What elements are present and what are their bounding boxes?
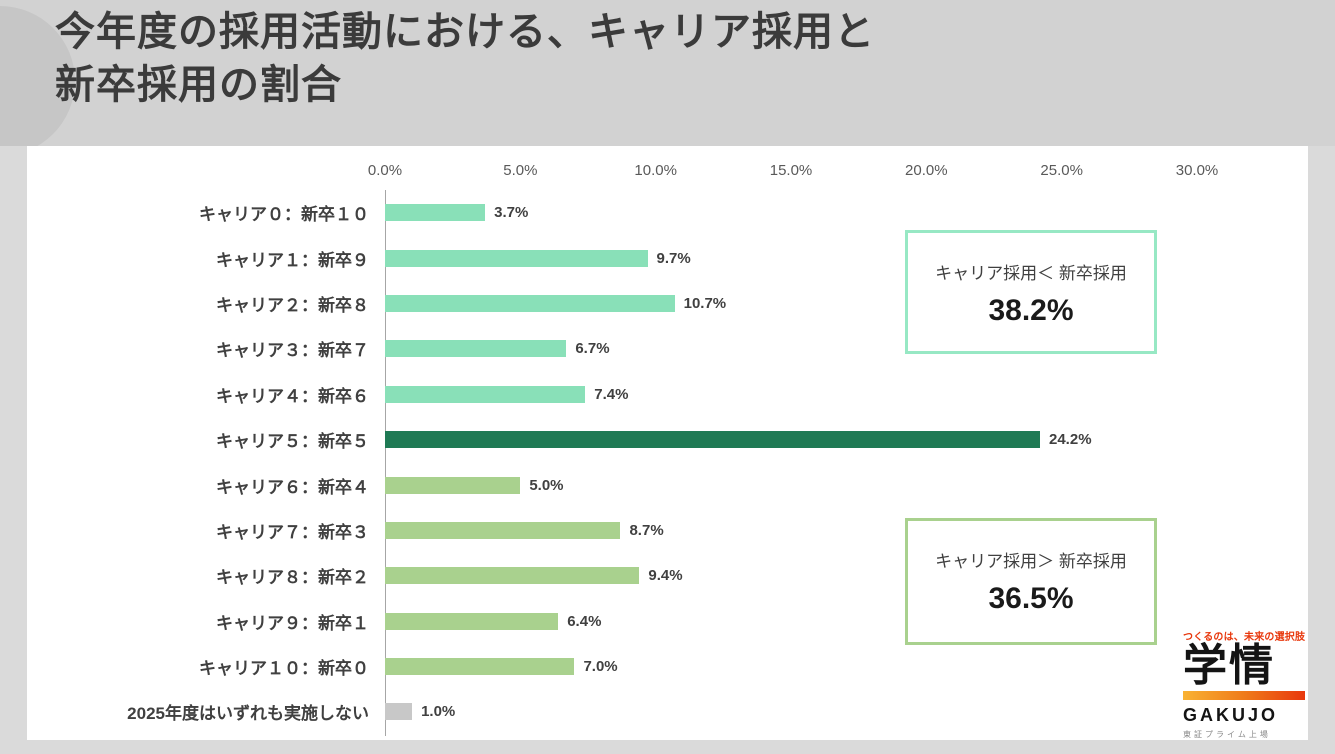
category-label: キャリア７：新卒３ (216, 522, 369, 542)
chart-panel: 0.0% 5.0% 10.0% 15.0% 20.0% 25.0% 30.0% キャリア０：… (27, 146, 1308, 740)
bar-value-label: 6.4% (567, 612, 602, 630)
x-axis: 0.0% 5.0% 10.0% 15.0% 20.0% 25.0% 30.0% (368, 162, 1218, 182)
bar (385, 703, 413, 721)
chart-row: キャリア８：新卒２ 9.4% (27, 553, 1197, 598)
bar-track: 10.7% (385, 281, 1197, 326)
chart-row: キャリア９：新卒１ 6.4% (27, 599, 1197, 644)
bar-track: 9.4% (385, 553, 1197, 598)
bar-track: 7.4% (385, 372, 1197, 417)
bar-track: 5.0% (385, 462, 1197, 507)
chart-row: キャリア１０：新卒０ 7.0% (27, 644, 1197, 689)
bar (385, 294, 675, 312)
bar-value-label: 24.2% (1049, 431, 1092, 449)
bar-rows: キャリア０：新卒１０ 3.7% キャリア１：新卒９ 9.7% キャリア２：新卒８ 10.7… (27, 190, 1197, 735)
chart-row: キャリア３：新卒７ 6.7% (27, 326, 1197, 371)
category-label: キャリア１：新卒９ (216, 250, 369, 270)
bar (385, 204, 486, 222)
bar-track: 8.7% (385, 508, 1197, 553)
category-label: キャリア４：新卒６ (216, 386, 369, 406)
bar (385, 612, 559, 630)
bar-value-label: 10.7% (683, 294, 727, 312)
x-axis-tick: 5.0% (503, 162, 538, 179)
bar-value-label: 9.4% (648, 567, 683, 585)
bar-track: 6.4% (385, 599, 1197, 644)
bar-track: 24.2% (385, 417, 1197, 462)
logo-brand-text: 学情 (1183, 640, 1275, 690)
annotation-label: キャリア採用＞ 新卒採用 (935, 552, 1127, 571)
chart-row: キャリア１：新卒９ 9.7% (27, 235, 1197, 280)
bar-value-label: 7.4% (594, 385, 629, 403)
chart-row: キャリア６：新卒４ 5.0% (27, 462, 1197, 507)
logo-tagline: つくるのは、未来の選択肢 (1183, 631, 1306, 643)
x-axis-tick: 25.0% (1040, 162, 1083, 179)
page-title-line2: 新卒採用の割合 (55, 62, 342, 107)
bar (385, 340, 567, 358)
bar (385, 658, 575, 676)
annotation-box-career-greater-than-newgrad: キャリア採用＞ 新卒採用 36.5% (905, 518, 1157, 645)
gakujo-logo: つくるのは、未来の選択肢 学情 GAKUJO 東証プライム上場 (1183, 628, 1305, 740)
category-label: キャリア１０：新卒０ (199, 659, 369, 679)
chart-row: キャリア０：新卒１０ 3.7% (27, 190, 1197, 235)
category-label: 2025年度はいずれも実施しない (127, 704, 369, 724)
chart-row: キャリア５：新卒５ 24.2% (27, 417, 1197, 462)
category-label: キャリア３：新卒７ (216, 341, 369, 361)
bar-value-label: 3.7% (494, 204, 529, 222)
annotation-value: 38.2% (988, 294, 1074, 327)
bar (385, 521, 621, 539)
chart-row: キャリア２：新卒８ 10.7% (27, 281, 1197, 326)
bar-track: 6.7% (385, 326, 1197, 371)
bar (385, 476, 521, 494)
bar-track: 7.0% (385, 644, 1197, 689)
annotation-label: キャリア採用＜ 新卒採用 (935, 264, 1127, 283)
bar-value-label: 1.0% (421, 703, 456, 721)
logo-gradient-bar (1183, 691, 1305, 700)
bar (385, 249, 648, 267)
category-label: キャリア５：新卒５ (216, 432, 369, 452)
x-axis-tick: 10.0% (634, 162, 677, 179)
bar-value-label: 6.7% (575, 340, 610, 358)
bar-value-label: 5.0% (529, 476, 564, 494)
y-axis-line (385, 190, 386, 736)
bar-value-label: 7.0% (583, 658, 618, 676)
chart-row: 2025年度はいずれも実施しない 1.0% (27, 689, 1197, 734)
chart-row: キャリア４：新卒６ 7.4% (27, 372, 1197, 417)
bar-track: 9.7% (385, 235, 1197, 280)
page-title-line1: 今年度の採用活動における、キャリア採用と (55, 10, 875, 54)
bar-value-label: 9.7% (656, 249, 691, 267)
category-label: キャリア６：新卒４ (216, 477, 369, 497)
title-band: 今年度の採用活動における、キャリア採用と 新卒採用の割合 (0, 0, 1335, 146)
bar-track: 3.7% (385, 190, 1197, 235)
category-label: キャリア０：新卒１０ (199, 205, 369, 225)
x-axis-tick: 15.0% (769, 162, 813, 179)
category-label: キャリア８：新卒２ (216, 568, 369, 588)
logo-wordmark: GAKUJO (1183, 705, 1279, 725)
x-axis-tick: 0.0% (367, 162, 403, 179)
category-label: キャリア２：新卒８ (216, 295, 369, 315)
chart-row: キャリア７：新卒３ 8.7% (27, 508, 1197, 553)
annotation-box-career-less-than-newgrad: キャリア採用＜ 新卒採用 38.2% (905, 230, 1157, 354)
category-label: キャリア９：新卒１ (216, 613, 369, 633)
bar (385, 385, 586, 403)
page-title: 今年度の採用活動における、キャリア採用と 新卒採用の割合 (55, 6, 875, 112)
logo-subtext: 東証プライム上場 (1183, 730, 1271, 739)
x-axis-tick: 30.0% (1175, 162, 1219, 179)
x-axis-tick: 20.0% (905, 162, 948, 179)
annotation-value: 36.5% (988, 582, 1074, 615)
bar (385, 431, 1040, 449)
bar (385, 567, 640, 585)
bar-value-label: 8.7% (629, 521, 664, 539)
bar-track: 1.0% (385, 689, 1197, 734)
